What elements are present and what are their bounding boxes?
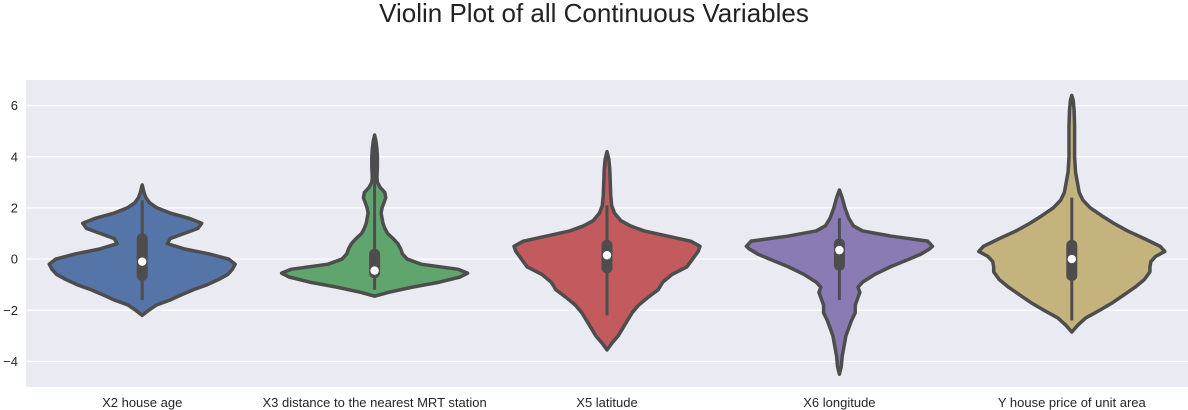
violin-median (1067, 254, 1077, 264)
violin-median (138, 257, 147, 266)
x-axis: X2 house age X3 distance to the nearest M… (102, 395, 1146, 410)
violin-median (835, 245, 844, 255)
violin-median (370, 266, 379, 275)
violin-iqr-box (833, 238, 845, 271)
y-tick-label: 2 (11, 200, 18, 215)
y-tick-label: −4 (3, 354, 18, 369)
violin (47, 183, 237, 318)
x-tick-label: X6 longitude (803, 395, 875, 410)
x-tick-label: X5 latitude (576, 395, 637, 410)
y-tick-label: 0 (11, 252, 18, 267)
y-tick-label: 6 (11, 98, 18, 113)
x-tick-label: Y house price of unit area (998, 395, 1147, 410)
x-tick-label: X2 house age (102, 395, 182, 410)
violin (279, 133, 470, 298)
violin (977, 93, 1167, 334)
violin-iqr-box (136, 233, 148, 281)
violin (512, 149, 702, 352)
violin-median (602, 251, 612, 260)
violin (744, 188, 935, 376)
y-tick-label: 4 (11, 149, 18, 164)
violins (47, 93, 1167, 376)
y-axis: −4 −2 0 2 4 6 (3, 98, 18, 369)
chart-title: Violin Plot of all Continuous Variables (379, 0, 809, 28)
y-tick-label: −2 (3, 303, 18, 318)
x-tick-label: X3 distance to the nearest MRT station (262, 395, 486, 410)
